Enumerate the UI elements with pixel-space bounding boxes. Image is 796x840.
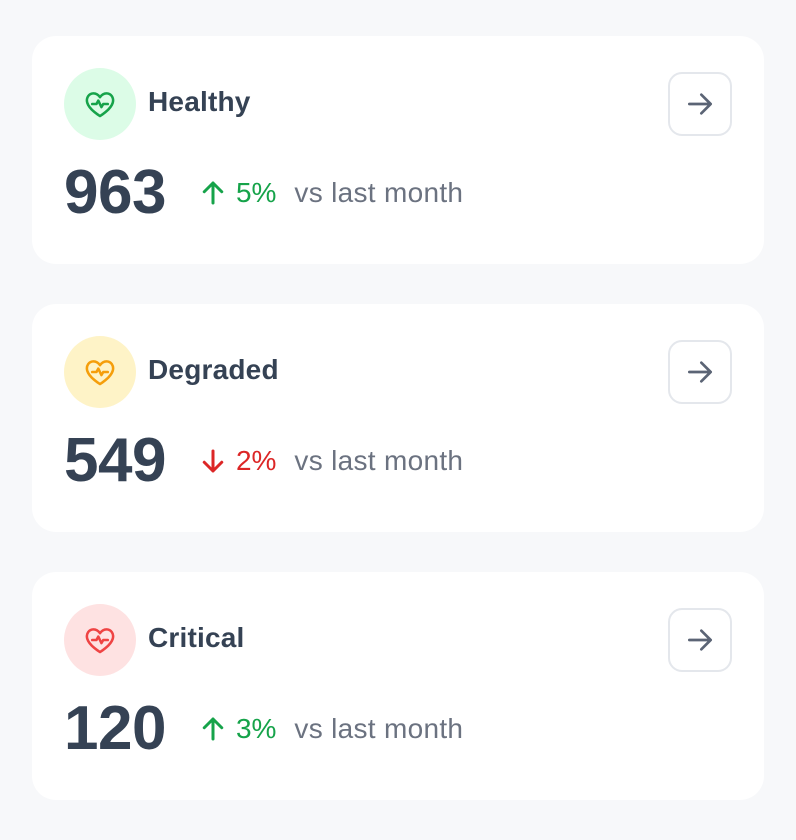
metric-row: 963 5% vs last month [64, 160, 463, 226]
heart-pulse-icon [85, 360, 115, 386]
trend-value: 3% [235, 713, 277, 744]
status-count: 963 [64, 158, 166, 227]
heart-pulse-icon [85, 92, 115, 118]
status-count: 120 [64, 694, 166, 763]
arrow-right-icon [688, 361, 712, 383]
status-card-critical[interactable]: Critical 120 3% vs last month [32, 572, 764, 800]
status-badge [64, 336, 136, 408]
arrow-up-icon [202, 717, 224, 741]
status-card-degraded[interactable]: Degraded 549 2% vs last month [32, 304, 764, 532]
status-badge [64, 68, 136, 140]
arrow-down-icon [202, 449, 224, 473]
status-title: Healthy [148, 86, 251, 117]
trend-indicator: 2% [198, 445, 276, 477]
arrow-up-icon [202, 181, 224, 205]
metric-row: 549 2% vs last month [64, 428, 463, 494]
open-details-button[interactable] [668, 72, 732, 136]
status-title: Critical [148, 622, 245, 653]
arrow-right-icon [688, 93, 712, 115]
status-count: 549 [64, 426, 166, 495]
comparison-label: vs last month [294, 445, 464, 476]
status-badge [64, 604, 136, 676]
status-card-list: Healthy 963 5% vs last month Degraded [32, 36, 764, 840]
arrow-right-icon [688, 629, 712, 651]
trend-value: 2% [235, 445, 277, 476]
comparison-label: vs last month [294, 177, 464, 208]
status-title: Degraded [148, 354, 279, 385]
trend-indicator: 3% [198, 713, 276, 745]
status-card-healthy[interactable]: Healthy 963 5% vs last month [32, 36, 764, 264]
comparison-label: vs last month [294, 713, 464, 744]
open-details-button[interactable] [668, 340, 732, 404]
trend-indicator: 5% [198, 177, 276, 209]
heart-pulse-icon [85, 628, 115, 654]
trend-value: 5% [235, 177, 277, 208]
open-details-button[interactable] [668, 608, 732, 672]
metric-row: 120 3% vs last month [64, 696, 463, 762]
